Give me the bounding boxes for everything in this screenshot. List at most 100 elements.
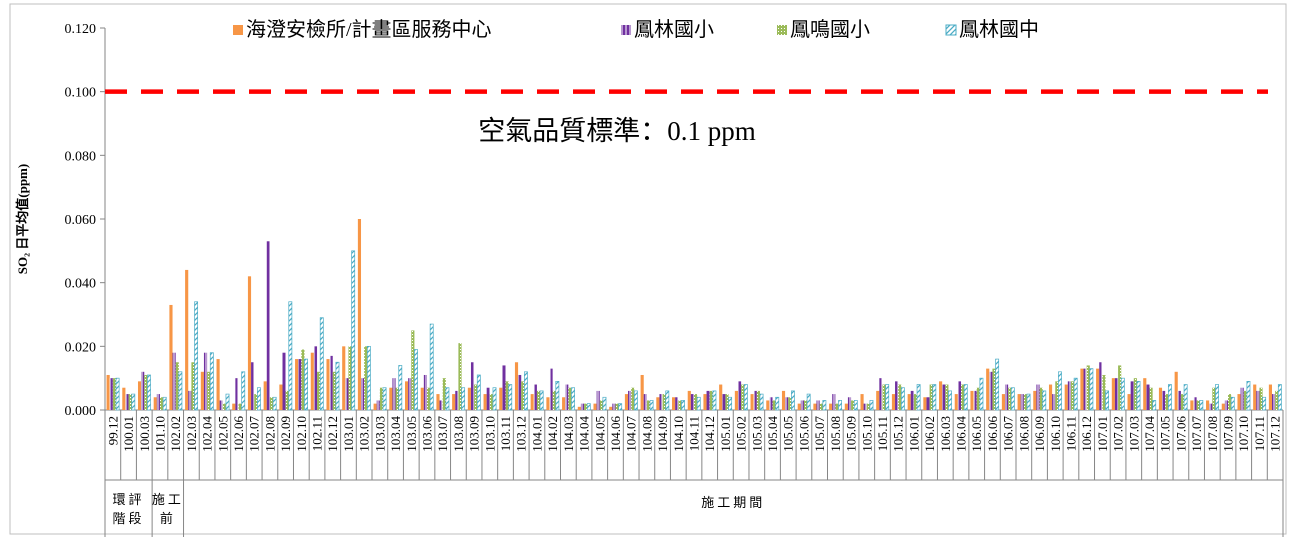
bar-fenglin-elem: [470, 362, 475, 410]
bar-fenglin-elem: [172, 352, 176, 410]
x-tick-label: 102.09: [278, 416, 293, 452]
bar-haicheng: [781, 390, 786, 410]
bar-haicheng: [813, 403, 817, 410]
bar-fenglin-junior: [555, 381, 560, 411]
y-tick-label: 0.120: [65, 22, 97, 37]
bar-fengming-elem: [536, 390, 541, 410]
bar-haicheng: [719, 384, 723, 410]
bar-fenglin-elem: [1224, 400, 1229, 410]
bar-fengming-elem: [552, 390, 556, 410]
bar-haicheng: [514, 362, 519, 410]
bar-fenglin-elem: [376, 400, 380, 410]
bar-fengming-elem: [442, 378, 446, 410]
bar-fenglin-junior: [492, 387, 497, 411]
legend-swatch: [621, 25, 631, 35]
x-tick-label: 105.02: [734, 416, 749, 452]
bar-fengming-elem: [332, 371, 336, 410]
bar-haicheng: [185, 269, 189, 410]
bar-haicheng: [876, 390, 880, 410]
bar-fenglin-elem: [973, 390, 977, 410]
x-tick-label: 104.10: [671, 416, 686, 452]
x-tick-label: 107.01: [1095, 416, 1110, 452]
x-tick-label: 102.02: [168, 416, 183, 452]
standard-label: 空氣品質標準：0.1 ppm: [478, 116, 756, 146]
bar-fenglin-junior: [948, 390, 952, 411]
bar-fengming-elem: [1180, 394, 1185, 410]
x-tick-label: 104.06: [608, 416, 623, 452]
x-tick-label: 105.08: [828, 416, 843, 452]
bar-fenglin-junior: [335, 361, 340, 411]
bar-fenglin-junior: [319, 317, 324, 411]
x-tick-label: 102.12: [325, 416, 340, 452]
x-tick-label: 103.08: [451, 416, 466, 452]
x-tick-label: 106.03: [938, 416, 953, 452]
y-axis-label: SO₂ 日平均值(ppm): [15, 164, 30, 274]
bar-fenglin-elem: [1067, 381, 1071, 410]
bar-fengming-elem: [945, 384, 949, 410]
bar-fenglin-elem: [832, 394, 836, 410]
bar-fenglin-junior: [178, 371, 183, 411]
legend-label: 鳳林國中: [959, 18, 1039, 41]
bar-fenglin-junior: [633, 390, 638, 411]
bar-fengming-elem: [317, 371, 321, 410]
x-tick-label: 102.03: [184, 416, 199, 452]
x-tick-label: 107.06: [1173, 416, 1188, 452]
x-tick-label: 106.01: [906, 416, 921, 452]
bar-fenglin-junior: [838, 400, 842, 411]
bar-haicheng: [342, 346, 346, 410]
x-tick-label: 104.01: [529, 416, 544, 452]
bar-haicheng: [373, 403, 377, 410]
bar-haicheng: [1096, 368, 1100, 410]
bar-haicheng: [970, 390, 974, 410]
bar-fenglin-elem: [1114, 378, 1119, 410]
bar-fengming-elem: [851, 400, 855, 410]
bars-layer: [106, 219, 1282, 411]
bar-fenglin-junior: [1120, 377, 1125, 411]
bar-fenglin-elem: [392, 378, 396, 410]
bar-fengming-elem: [458, 343, 462, 410]
bar-haicheng: [1237, 394, 1241, 410]
bar-fenglin-elem: [565, 384, 569, 410]
bar-fenglin-elem: [518, 374, 522, 410]
bar-haicheng: [860, 394, 864, 410]
bar-fengming-elem: [646, 400, 651, 410]
bar-fengming-elem: [489, 394, 493, 410]
x-tick-label: 106.10: [1048, 416, 1063, 452]
chart-frame: [9, 3, 1287, 535]
bar-fenglin-elem: [1130, 381, 1134, 410]
bar-haicheng: [954, 394, 958, 410]
bar-haicheng: [907, 394, 911, 410]
phase-label: 施工期間: [701, 495, 765, 510]
x-tick-label: 107.05: [1158, 416, 1173, 452]
bar-fenglin-elem: [1036, 384, 1040, 410]
bar-fenglin-elem: [533, 384, 537, 410]
bar-fengming-elem: [835, 403, 839, 410]
bar-fengming-elem: [222, 403, 226, 410]
bar-haicheng: [687, 390, 691, 410]
bar-fenglin-junior: [1010, 387, 1015, 411]
x-tick-label: 107.11: [1252, 416, 1267, 451]
bar-fengming-elem: [269, 397, 274, 410]
bar-fenglin-junior: [602, 396, 607, 411]
bar-fengming-elem: [364, 346, 368, 410]
bar-fenglin-junior: [1246, 381, 1251, 411]
bar-fengming-elem: [1008, 387, 1012, 410]
bar-fenglin-elem: [722, 394, 726, 410]
bar-fengming-elem: [803, 400, 808, 410]
bar-fenglin-elem: [345, 378, 349, 410]
x-tick-label: 103.11: [498, 416, 513, 451]
bar-fenglin-junior: [162, 396, 167, 411]
x-tick-label: 104.11: [687, 416, 702, 451]
bar-haicheng: [986, 368, 990, 410]
x-tick-label: 101.10: [152, 416, 167, 452]
bar-haicheng: [703, 394, 707, 410]
bar-fenglin-elem: [863, 403, 867, 410]
bar-fenglin-elem: [596, 390, 600, 410]
bar-fenglin-elem: [1020, 394, 1024, 410]
x-tick-label: 105.03: [749, 416, 764, 452]
bar-fenglin-junior: [1042, 390, 1047, 411]
x-tick-label: 106.04: [954, 416, 969, 452]
bar-fengming-elem: [238, 403, 242, 410]
bar-fenglin-elem: [643, 394, 647, 410]
